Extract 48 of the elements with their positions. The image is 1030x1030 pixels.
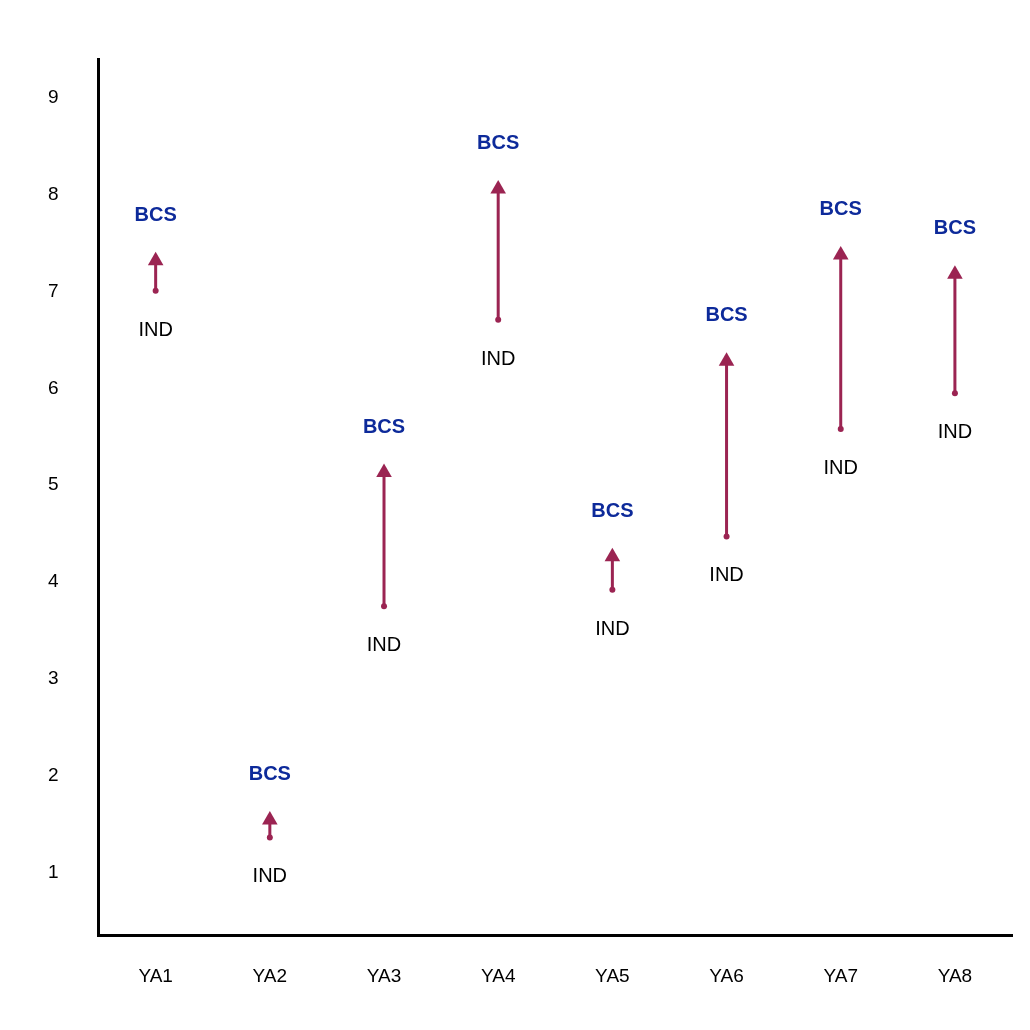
text: BCS xyxy=(248,762,291,785)
text: IND xyxy=(595,616,630,639)
y-tick-label: 4 xyxy=(47,570,59,592)
point xyxy=(147,251,164,266)
y-tick-label: 2 xyxy=(47,763,59,785)
y-tick-label: 8 xyxy=(47,183,59,205)
text: IND xyxy=(823,456,858,479)
x-tick-label: YA6 xyxy=(709,964,744,986)
x-tick-label: YA1 xyxy=(138,964,173,986)
text: BCS xyxy=(819,196,862,219)
point xyxy=(266,834,273,841)
text: IND xyxy=(480,346,516,369)
point xyxy=(951,390,958,397)
point xyxy=(490,180,506,194)
x-tick-label: YA4 xyxy=(480,964,516,986)
y-tick-label: 7 xyxy=(47,279,59,301)
x-tick-label: YA2 xyxy=(252,964,288,986)
text: BCS xyxy=(362,414,406,437)
point xyxy=(495,316,502,323)
point xyxy=(947,265,963,279)
point xyxy=(604,547,621,562)
text: IND xyxy=(937,420,973,443)
text: IND xyxy=(138,317,173,340)
point xyxy=(718,352,735,366)
point xyxy=(832,245,849,260)
x-tick-label: YA8 xyxy=(937,964,973,986)
point xyxy=(723,533,730,540)
point xyxy=(609,586,616,593)
x-tick-label: YA7 xyxy=(823,964,858,986)
series-label: BCS xyxy=(134,202,177,225)
point xyxy=(376,463,392,478)
y-tick-label: 9 xyxy=(47,86,59,108)
y-tick-label: 5 xyxy=(47,473,59,495)
text: IND xyxy=(366,633,402,656)
text: BCS xyxy=(705,303,748,326)
y-tick-label: 6 xyxy=(47,376,59,398)
point xyxy=(152,287,159,294)
x-tick-label: YA5 xyxy=(595,964,630,986)
y-tick-label: 1 xyxy=(47,860,59,882)
text: BCS xyxy=(477,131,520,154)
x-tick-label: YA3 xyxy=(366,964,402,986)
text: IND xyxy=(252,864,288,887)
point xyxy=(381,603,388,610)
y-tick-label: 3 xyxy=(47,666,59,688)
series-label: IND xyxy=(709,563,744,586)
text: BCS xyxy=(591,498,634,521)
point xyxy=(837,426,844,433)
text: BCS xyxy=(933,216,977,239)
